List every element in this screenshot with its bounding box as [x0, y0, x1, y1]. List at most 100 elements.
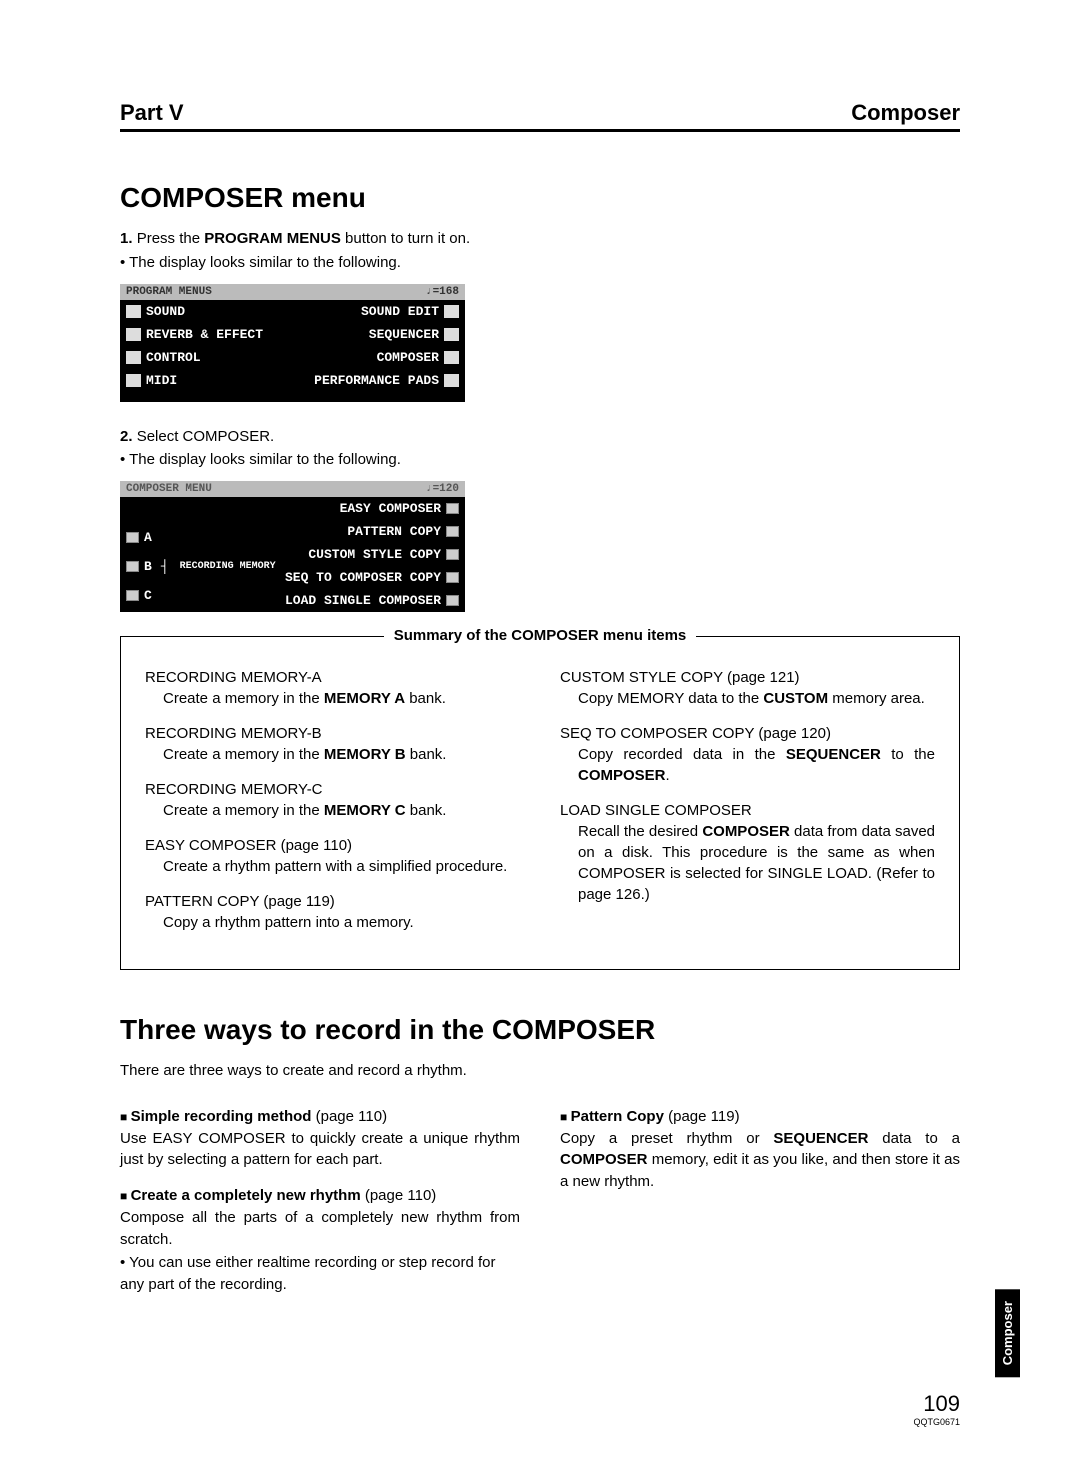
step-1-text-a: Press the — [137, 230, 205, 247]
scr2-b: B — [144, 559, 152, 574]
sum-l0-d1: Create a memory in the — [163, 690, 324, 707]
section-three-ways: Three ways to record in the COMPOSER The… — [120, 1014, 960, 1296]
left-h1-tail: (page 110) — [311, 1108, 387, 1125]
step-1-text-b: button to turn it on. — [341, 230, 470, 247]
sum-l1-t: RECORDING MEMORY-B — [145, 723, 520, 744]
sum-r1-b: SEQUENCER — [786, 746, 881, 763]
h1-three-ways: Three ways to record in the COMPOSER — [120, 1014, 960, 1046]
scr1-row-1: REVERB & EFFECT SEQUENCER — [120, 323, 465, 346]
left-h2-bold: Create a completely new rhythm — [131, 1187, 361, 1204]
right-p1c: data to a — [868, 1130, 960, 1147]
right-p1a: Copy a preset rhythm or — [560, 1130, 773, 1147]
scr2-r1: PATTERN COPY — [347, 524, 441, 539]
scr1-row-0: SOUND SOUND EDIT — [120, 300, 465, 323]
scr1-r0: SOUND EDIT — [361, 304, 439, 319]
sum-l2-d2: bank. — [406, 802, 447, 819]
menu-icon — [446, 503, 459, 514]
section-composer-menu: COMPOSER menu 1. Press the PROGRAM MENUS… — [120, 182, 960, 970]
menu-icon — [446, 595, 459, 606]
scr1-row-3: MIDI PERFORMANCE PADS — [120, 369, 465, 392]
scr2-titlebar: COMPOSER MENU ♩=120 — [120, 481, 465, 497]
scr1-r2: COMPOSER — [377, 350, 439, 365]
three-ways-left: ■ Simple recording method (page 110) Use… — [120, 1092, 520, 1296]
step-1: 1. Press the PROGRAM MENUS button to tur… — [120, 228, 960, 250]
right-h1-bold: Pattern Copy — [571, 1108, 664, 1125]
scr1-row-2: CONTROL COMPOSER — [120, 346, 465, 369]
menu-icon — [126, 328, 141, 341]
menu-icon — [446, 572, 459, 583]
sum-r2-t: LOAD SINGLE COMPOSER — [560, 800, 935, 821]
sum-r1-d2: to the — [881, 746, 935, 763]
scr2-c: C — [144, 588, 152, 603]
menu-icon — [444, 305, 459, 318]
scr1-l1: REVERB & EFFECT — [146, 327, 263, 342]
summary-col-right: CUSTOM STYLE COPY (page 121) Copy MEMORY… — [560, 667, 935, 947]
bullet-sq: ■ — [120, 1189, 131, 1203]
sum-r0-d2: memory area. — [828, 690, 925, 707]
sum-l2-t: RECORDING MEMORY-C — [145, 779, 520, 800]
left-h2-tail: (page 110) — [361, 1187, 437, 1204]
scr2-title: COMPOSER MENU — [126, 483, 212, 495]
step-2-text: Select COMPOSER. — [137, 428, 275, 445]
bullet-sq: ■ — [120, 1110, 131, 1124]
header-section: Composer — [851, 100, 960, 126]
scr2-r0: EASY COMPOSER — [340, 501, 441, 516]
left-p1: Use EASY COMPOSER to quickly create a un… — [120, 1128, 520, 1172]
sum-r1-d3: . — [666, 767, 670, 784]
step-1-num: 1. — [120, 230, 133, 247]
scr1-l3: MIDI — [146, 373, 177, 388]
menu-icon — [126, 351, 141, 364]
sum-r1-d1: Copy recorded data in the — [578, 746, 786, 763]
sum-r0-d1: Copy MEMORY data to the — [578, 690, 763, 707]
scr2-r2: CUSTOM STYLE COPY — [308, 547, 441, 562]
menu-icon — [126, 532, 139, 543]
sum-l3-d: Create a rhythm pattern with a simplifie… — [145, 856, 520, 877]
step-1-bold: PROGRAM MENUS — [204, 230, 341, 247]
scr1-l0: SOUND — [146, 304, 185, 319]
screenshot-program-menus: PROGRAM MENUS ♩=168 SOUND SOUND EDIT REV… — [120, 284, 465, 402]
scr2-row-0: EASY COMPOSER — [120, 497, 465, 520]
scr2-r4: LOAD SINGLE COMPOSER — [285, 593, 441, 608]
doc-code: QQTG0671 — [913, 1417, 960, 1427]
three-ways-intro: There are three ways to create and recor… — [120, 1060, 520, 1082]
sum-l1-d1: Create a memory in the — [163, 746, 324, 763]
menu-icon — [444, 328, 459, 341]
sum-r0-t: CUSTOM STYLE COPY (page 121) — [560, 667, 935, 688]
sum-r1-t: SEQ TO COMPOSER COPY (page 120) — [560, 723, 935, 744]
right-p1b: SEQUENCER — [773, 1130, 868, 1147]
sum-l0-b: MEMORY A — [324, 690, 405, 707]
sum-l0-t: RECORDING MEMORY-A — [145, 667, 520, 688]
summary-title: Summary of the COMPOSER menu items — [384, 627, 697, 644]
scr2-a: A — [144, 530, 152, 545]
menu-icon — [446, 549, 459, 560]
sum-l2-b: MEMORY C — [324, 802, 406, 819]
summary-col-left: RECORDING MEMORY-A Create a memory in th… — [145, 667, 520, 947]
sum-l3-t: EASY COMPOSER (page 110) — [145, 835, 520, 856]
sum-l4-d: Copy a rhythm pattern into a memory. — [145, 912, 520, 933]
menu-icon — [444, 374, 459, 387]
sum-l1-b: MEMORY B — [324, 746, 406, 763]
right-p1d: COMPOSER — [560, 1151, 648, 1168]
scr1-title: PROGRAM MENUS — [126, 286, 212, 298]
sum-l0-d2: bank. — [405, 690, 446, 707]
menu-icon — [126, 374, 141, 387]
sum-l1-d2: bank. — [406, 746, 447, 763]
scr1-r3: PERFORMANCE PADS — [314, 373, 439, 388]
sum-l4-t: PATTERN COPY (page 119) — [145, 891, 520, 912]
sum-r1-b2: COMPOSER — [578, 767, 666, 784]
step-2-num: 2. — [120, 428, 133, 445]
sum-r2-d1: Recall the desired — [578, 823, 702, 840]
menu-icon — [446, 526, 459, 537]
sum-r2-b: COMPOSER — [702, 823, 790, 840]
summary-box: Summary of the COMPOSER menu items RECOR… — [120, 636, 960, 970]
menu-icon — [126, 590, 139, 601]
step-1-bullet: • The display looks similar to the follo… — [120, 252, 960, 274]
page-footer: 109 QQTG0671 — [913, 1391, 960, 1427]
bullet-sq: ■ — [560, 1110, 571, 1124]
step-2-bullet: • The display looks similar to the follo… — [120, 449, 960, 471]
side-tab: Composer — [995, 1289, 1020, 1377]
menu-icon — [126, 305, 141, 318]
sum-l2-d1: Create a memory in the — [163, 802, 324, 819]
scr1-r1: SEQUENCER — [369, 327, 439, 342]
scr2-recmem: RECORDING MEMORY — [180, 561, 276, 572]
